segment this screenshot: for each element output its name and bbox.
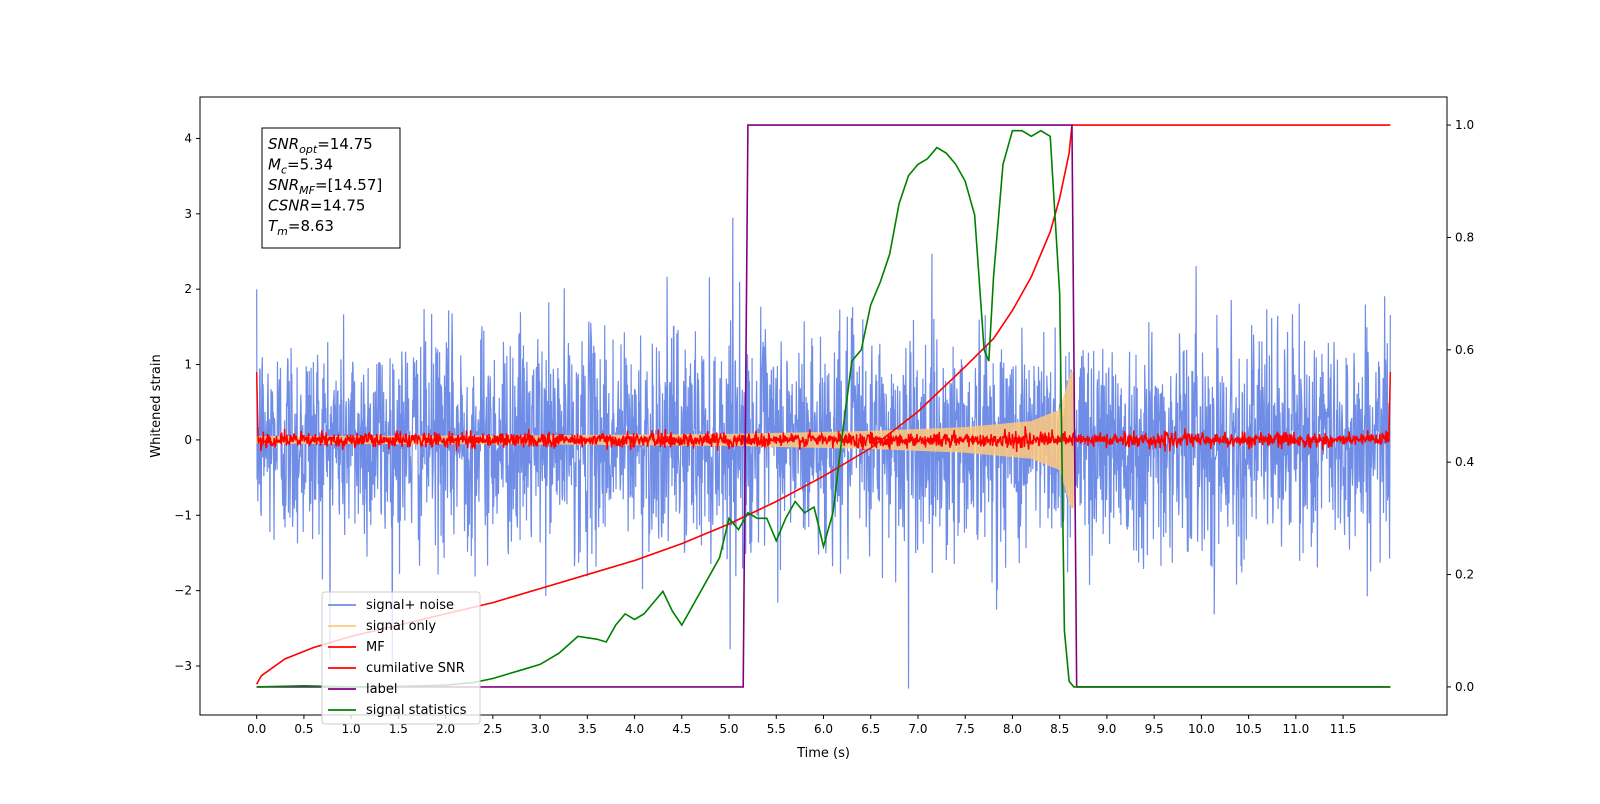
series-signal-statistics xyxy=(256,129,1391,688)
x-tick-label: 4.5 xyxy=(672,722,691,736)
y-tick-label: 0 xyxy=(184,433,192,447)
x-tick-label: 5.5 xyxy=(767,722,786,736)
legend-item: signal only xyxy=(328,619,436,634)
x-tick-label: 2.0 xyxy=(436,722,455,736)
x-tick-label: 4.0 xyxy=(625,722,644,736)
annotation-frame xyxy=(261,127,401,249)
signal-statistics-line xyxy=(256,129,1391,688)
mf-line xyxy=(255,372,1392,453)
legend-label: signal statistics xyxy=(366,703,467,718)
annotation-line: CSNR=14.75 xyxy=(268,197,365,215)
y-tick-label: −1 xyxy=(174,508,192,522)
x-tick-label: 3.0 xyxy=(531,722,550,736)
x-tick-label: 0.5 xyxy=(294,722,313,736)
x-tick-label: 11.5 xyxy=(1330,722,1357,736)
y-tick-label: −2 xyxy=(174,584,192,598)
legend-item: label xyxy=(328,682,397,697)
x-axis: 0.0 0.5 1.0 1.5 2.0 2.5 3.0 3.5 4.0 4.5 5.0 5.5 6.0 6… xyxy=(247,715,1356,736)
y2-tick-label: 0.4 xyxy=(1455,455,1474,469)
x-tick-label: 2.5 xyxy=(483,722,502,736)
x-tick-label: 8.0 xyxy=(1003,722,1022,736)
y-tick-label: 4 xyxy=(184,131,192,145)
y-axis-right: 1.0 0.8 0.6 0.4 0.2 0.0 xyxy=(1447,118,1474,694)
annotation-line: SNRopt=14.75 xyxy=(268,135,373,156)
y-tick-label: 3 xyxy=(184,207,192,221)
x-tick-label: 1.0 xyxy=(342,722,361,736)
legend-label: signal+ noise xyxy=(366,598,454,613)
series-signal-noise xyxy=(256,217,1391,689)
x-axis-label: Time (s) xyxy=(796,746,850,761)
x-tick-label: 6.5 xyxy=(861,722,880,736)
x-tick-label: 7.0 xyxy=(908,722,927,736)
x-tick-label: 5.0 xyxy=(719,722,738,736)
annotation-line: Mc=5.34 xyxy=(268,156,333,177)
y2-tick-label: 1.0 xyxy=(1455,118,1474,132)
y2-tick-label: 0.8 xyxy=(1455,230,1474,244)
x-tick-label: 11.0 xyxy=(1282,722,1309,736)
annotation-line: Tm=8.63 xyxy=(268,217,334,238)
x-tick-label: 10.0 xyxy=(1188,722,1215,736)
legend-item: signal+ noise xyxy=(328,598,454,613)
x-tick-label: 1.5 xyxy=(389,722,408,736)
y2-tick-label: 0.2 xyxy=(1455,568,1474,582)
y-tick-label: 1 xyxy=(184,358,192,372)
y-axis-left: 4 3 2 1 0 −1 −2 −3 xyxy=(174,131,200,673)
legend-label: MF xyxy=(366,640,385,655)
x-tick-label: 3.5 xyxy=(578,722,597,736)
y-axis-label: Whitened strain xyxy=(149,354,164,457)
legend-item: cumilative SNR xyxy=(328,661,465,676)
y-tick-label: 2 xyxy=(184,282,192,296)
legend-item: MF xyxy=(328,640,385,655)
signal-noise-line xyxy=(256,217,1391,689)
x-tick-label: 8.5 xyxy=(1050,722,1069,736)
legend-label: signal only xyxy=(366,619,436,634)
legend: signal+ noise signal only MF cumilative SNR… xyxy=(321,591,481,725)
x-tick-label: 9.0 xyxy=(1097,722,1116,736)
y-tick-label: −3 xyxy=(174,659,192,673)
series-mf xyxy=(255,372,1392,453)
legend-item: signal statistics xyxy=(328,703,467,718)
legend-label: cumilative SNR xyxy=(366,661,465,676)
annotation-box: SNRopt=14.75Mc=5.34SNRMF=[14.57]CSNR=14.… xyxy=(261,127,401,249)
y2-tick-label: 0.6 xyxy=(1455,343,1474,357)
annotation-line: SNRMF=[14.57] xyxy=(268,176,382,197)
x-tick-label: 0.0 xyxy=(247,722,266,736)
legend-label: label xyxy=(366,682,397,697)
x-tick-label: 6.0 xyxy=(814,722,833,736)
x-tick-label: 7.5 xyxy=(956,722,975,736)
x-tick-label: 9.5 xyxy=(1145,722,1164,736)
x-tick-label: 10.5 xyxy=(1235,722,1262,736)
legend-frame xyxy=(321,591,481,725)
y2-tick-label: 0.0 xyxy=(1455,680,1474,694)
